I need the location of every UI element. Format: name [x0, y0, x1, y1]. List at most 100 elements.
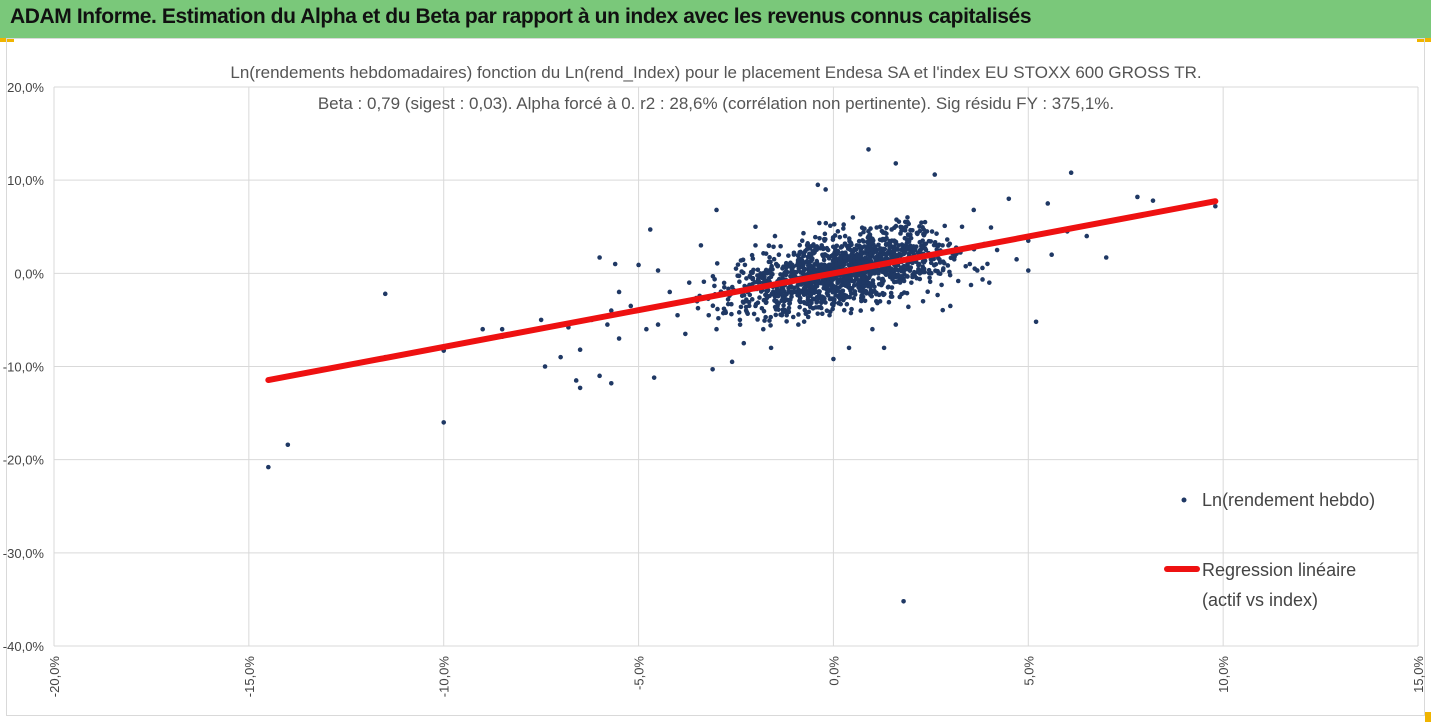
scatter-point — [867, 280, 872, 286]
scatter-point — [738, 258, 744, 263]
grid-lines — [53, 86, 1419, 647]
scatter-point — [739, 269, 744, 274]
scatter-point — [896, 219, 902, 224]
scatter-point — [768, 274, 774, 280]
scatter-point — [801, 267, 807, 273]
scatter-point — [835, 249, 841, 255]
scatter-point — [814, 244, 820, 249]
scatter-point — [967, 261, 973, 267]
scatter-point — [841, 226, 846, 231]
scatter-point — [647, 227, 653, 232]
scatter-point — [751, 311, 757, 317]
scatter-point — [837, 260, 842, 266]
y-tick-label: 20,0% — [7, 80, 44, 95]
scatter-point — [714, 326, 719, 332]
scatter-point — [796, 312, 801, 317]
scatter-point — [881, 278, 886, 284]
scatter-point — [858, 308, 864, 313]
scatter-point — [667, 289, 673, 295]
scatter-point — [898, 274, 904, 279]
scatter-point — [723, 308, 728, 314]
scatter-point — [780, 295, 786, 301]
scatter-point — [919, 244, 924, 249]
scatter-point — [932, 239, 938, 245]
scatter-point — [850, 215, 856, 220]
scatter-point — [771, 256, 777, 262]
scatter-point — [866, 229, 871, 234]
scatter-point — [860, 290, 865, 296]
scatter-point — [940, 243, 945, 248]
scatter-point — [783, 292, 789, 297]
scatter-point — [892, 239, 898, 245]
scatter-point — [838, 277, 844, 283]
scatter-point — [733, 266, 739, 271]
scatter-point — [755, 317, 760, 322]
scatter-point — [880, 269, 885, 275]
scatter-point — [722, 285, 727, 290]
scatter-point — [821, 246, 827, 251]
scatter-point — [975, 268, 980, 273]
scatter-point — [778, 243, 783, 249]
scatter-point — [911, 273, 916, 279]
scatter-point — [776, 289, 781, 294]
scatter-point — [558, 354, 563, 360]
scatter-point — [834, 243, 840, 249]
scatter-point — [920, 225, 925, 230]
scatter-point — [771, 244, 776, 250]
scatter-point — [947, 269, 952, 275]
scatter-point — [712, 283, 717, 289]
scatter-point — [721, 280, 727, 286]
legend-label-scatter: Ln(rendement hebdo) — [1202, 490, 1375, 510]
scatter-point — [863, 255, 868, 260]
scatter-point — [839, 244, 844, 249]
scatter-point — [785, 309, 791, 315]
legend-label-regression: Regression linéaire — [1202, 560, 1356, 580]
scatter-point — [644, 326, 649, 332]
scatter-point — [714, 207, 719, 213]
scatter-point — [928, 239, 934, 244]
scatter-point — [797, 304, 802, 310]
x-tick-label: 10,0% — [1216, 656, 1231, 693]
scatter-point — [753, 224, 758, 230]
scatter-point — [903, 224, 909, 229]
scatter-point — [814, 267, 820, 273]
scatter-point — [836, 301, 842, 306]
x-tick-label: -5,0% — [632, 656, 647, 690]
scatter-point — [801, 319, 807, 324]
scatter-point — [744, 276, 749, 281]
y-tick-label: -30,0% — [3, 546, 45, 561]
y-tick-label: 10,0% — [7, 173, 44, 188]
scatter-point — [744, 309, 750, 315]
scatter-point — [929, 229, 935, 234]
scatter-point — [750, 276, 755, 282]
scatter-point — [747, 292, 753, 298]
scatter-point — [814, 294, 820, 300]
scatter-chart: -40,0% -30,0% -20,0% -10,0% 0,0% 10,0% 20,0% -… — [3, 63, 1426, 698]
scatter-point — [764, 295, 770, 301]
scatter-point — [853, 262, 858, 267]
scatter-point — [841, 222, 846, 227]
scatter-point — [725, 297, 731, 302]
scatter-point — [1006, 196, 1012, 202]
scatter-point — [786, 305, 792, 311]
scatter-point — [862, 298, 868, 304]
x-axis: -20,0% -15,0% -10,0% -5,0% 0,0% 5,0% 10,0% 15,0… — [47, 656, 1426, 698]
scatter-point — [847, 256, 853, 261]
scatter-point — [861, 229, 866, 235]
scatter-point — [902, 228, 908, 233]
scatter-point — [755, 267, 761, 273]
scatter-point — [763, 251, 769, 256]
scatter-point — [914, 230, 920, 236]
scatter-point — [1084, 233, 1090, 239]
scatter-point — [828, 223, 833, 229]
scatter-point — [1025, 268, 1031, 273]
scatter-point — [791, 250, 797, 256]
scatter-point — [926, 267, 932, 273]
scatter-point — [844, 301, 850, 307]
scatter-point — [932, 172, 938, 177]
scatter-point — [686, 280, 692, 285]
scatter-point — [801, 292, 807, 297]
scatter-point — [893, 322, 899, 327]
scatter-point — [741, 340, 747, 346]
scatter-point — [880, 257, 885, 262]
